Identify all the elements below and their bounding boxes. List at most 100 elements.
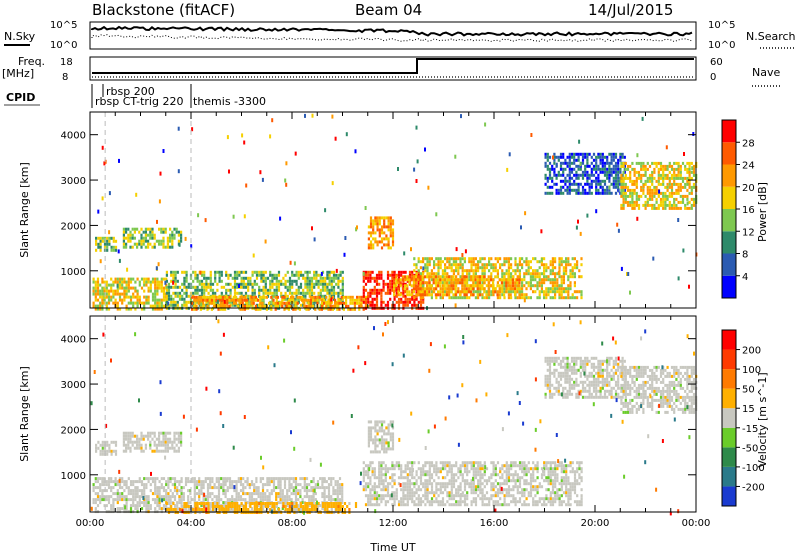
- colorbar-swatch-1: [722, 466, 736, 487]
- cpid-label: CPID: [6, 91, 35, 104]
- nsearch-series: [91, 34, 693, 43]
- velocity-panel: 1000 2000 3000 4000 00:00 04:00 08:00 12:00 16:0…: [18, 315, 711, 554]
- colorbar-tick-0: 4: [742, 272, 748, 283]
- colorbar-swatch-2: [722, 447, 736, 467]
- colorbar-tick-4: -15: [742, 424, 758, 435]
- echo-region-0: [95, 440, 118, 456]
- power-ylabel: Slant Range [km]: [18, 162, 31, 258]
- cpid-strip: CPID rbsp 200 rbsp CT-trig 220 themis -3…: [4, 84, 266, 108]
- ytick-label-0-3: 4000: [61, 131, 86, 142]
- power-colorbar: 4 8 12 16 20 24 28: [721, 119, 755, 299]
- nsky-series: [91, 25, 693, 37]
- colorbar-tick-2: 12: [742, 227, 755, 238]
- xtick-label-2: 08:00: [278, 518, 307, 529]
- echo-region-5: [367, 216, 395, 250]
- echo-region-8: [393, 275, 521, 297]
- cpid-entry-rbsp-200: rbsp 200: [106, 85, 155, 98]
- echo-region-2: [92, 277, 168, 311]
- colorbar-swatch-4: [722, 408, 736, 428]
- ytick-label-0-0: 1000: [61, 267, 86, 278]
- freq-series: [92, 58, 694, 74]
- xtick-label-3: 12:00: [379, 518, 408, 529]
- cpid-entry-rbsp-ct-trig: rbsp CT-trig 220: [95, 95, 183, 108]
- date-title: 14/Jul/2015: [588, 1, 673, 19]
- echo-region-4: [367, 420, 395, 454]
- colorbar-tick-6: -100: [742, 463, 765, 474]
- colorbar-tick-6: 28: [742, 138, 755, 149]
- beam-title: Beam 04: [355, 1, 422, 19]
- echo-region-0: [95, 236, 118, 252]
- colorbar-tick-1: 8: [742, 250, 748, 261]
- colorbar-swatch-7: [722, 120, 736, 143]
- colorbar-swatch-0: [722, 275, 736, 298]
- station-title: Blackstone (fitACF): [92, 1, 235, 19]
- freq-tick-bottom: 8: [62, 72, 68, 83]
- colorbar-swatch-5: [722, 388, 736, 409]
- xtick-label-4: 16:00: [480, 518, 509, 529]
- freq-unit: [MHz]: [2, 67, 34, 80]
- echo-region-1: [122, 227, 183, 249]
- ytick-label-0-1: 2000: [61, 221, 86, 232]
- colorbar-swatch-5: [722, 164, 736, 187]
- echo-region-10: [620, 161, 698, 210]
- noise-tick-left-top: 10^5: [50, 20, 77, 31]
- noise-tick-right-top: 10^5: [708, 20, 735, 31]
- echo-region-5: [362, 461, 583, 507]
- colorbar-swatch-6: [722, 142, 736, 165]
- nsky-label: N.Sky: [4, 30, 36, 43]
- colorbar-tick-1: 100: [742, 365, 761, 376]
- colorbar-swatch-3: [722, 427, 736, 448]
- noise-tick-left-bottom: 10^0: [50, 40, 77, 51]
- echo-region-4: [191, 295, 370, 311]
- nave-label: Nave: [752, 66, 780, 79]
- frequency-strip: Freq. [MHz] 18 8 60 0 Nave: [2, 55, 782, 87]
- echo-region-1: [122, 431, 183, 453]
- colorbar-tick-5: 24: [742, 161, 755, 172]
- colorbar-swatch-4: [722, 186, 736, 209]
- xtick-label-6: 00:00: [682, 518, 711, 529]
- ytick-label-1-2: 3000: [61, 380, 86, 391]
- echo-region-9: [544, 152, 626, 195]
- freq-label: Freq.: [18, 55, 45, 68]
- nave-tick-top: 60: [710, 57, 723, 68]
- colorbar-tick-5: -50: [742, 443, 758, 454]
- ytick-label-1-1: 2000: [61, 425, 86, 436]
- colorbar-tick-4: 20: [742, 183, 755, 194]
- colorbar-tick-2: 50: [742, 385, 755, 396]
- colorbar-tick-7: -200: [742, 482, 765, 493]
- velocity-colorbar-label: Velocity [m s^-1]: [756, 372, 769, 467]
- colorbar-swatch-3: [722, 209, 736, 232]
- time-xlabel: Time UT: [369, 541, 415, 554]
- ytick-label-1-3: 4000: [61, 335, 86, 346]
- xtick-label-5: 20:00: [581, 518, 610, 529]
- cpid-entry-themis: themis -3300: [193, 95, 266, 108]
- echo-region-6: [544, 356, 626, 399]
- xtick-label-1: 04:00: [177, 518, 206, 529]
- colorbar-swatch-6: [722, 369, 736, 389]
- noise-strip: N.Sky 10^5 10^0 10^5 10^0 N.Search: [4, 20, 796, 51]
- velocity-ylabel: Slant Range [km]: [18, 366, 31, 462]
- scatter-speckle: [90, 319, 695, 516]
- ytick-label-0-2: 3000: [61, 176, 86, 187]
- nave-tick-bottom: 0: [710, 72, 716, 83]
- scatter-speckle: [97, 113, 698, 311]
- power-panel: 1000 2000 3000 4000 Slant Range [km]: [18, 111, 698, 311]
- noise-tick-right-bottom: 10^0: [708, 40, 735, 51]
- nsearch-label: N.Search: [746, 30, 796, 43]
- freq-tick-top: 18: [60, 57, 73, 68]
- colorbar-tick-3: 16: [742, 205, 755, 216]
- colorbar-tick-3: 15: [742, 404, 755, 415]
- power-data: [92, 112, 698, 311]
- colorbar-tick-0: 200: [742, 346, 761, 357]
- xtick-label-0: 00:00: [76, 518, 105, 529]
- ytick-label-1-0: 1000: [61, 471, 86, 482]
- colorbar-swatch-8: [722, 330, 736, 350]
- echo-region-7: [620, 365, 698, 414]
- colorbar-swatch-1: [722, 253, 736, 276]
- colorbar-swatch-7: [722, 349, 736, 370]
- power-colorbar-label: Power [dB]: [756, 182, 769, 242]
- velocity-data: [90, 316, 698, 516]
- velocity-colorbar: 200 100 50 15 -15 -50 -100 -200: [721, 329, 765, 507]
- colorbar-swatch-2: [722, 231, 736, 254]
